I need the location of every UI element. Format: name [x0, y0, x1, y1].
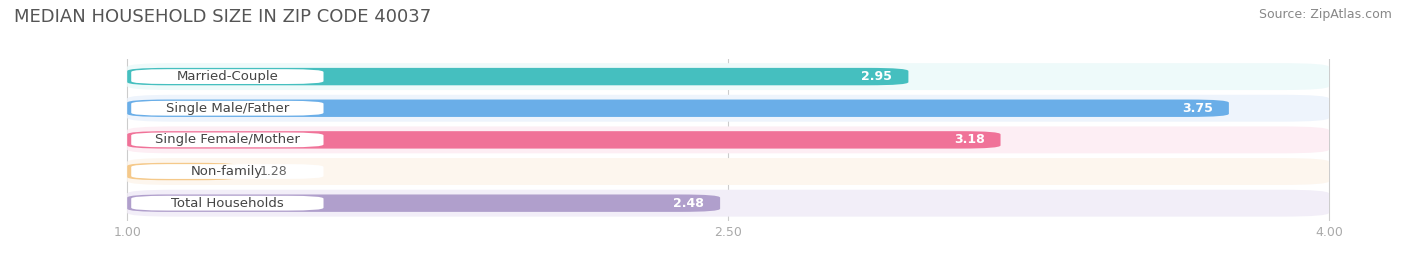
FancyBboxPatch shape [127, 158, 1329, 185]
FancyBboxPatch shape [127, 190, 1329, 217]
FancyBboxPatch shape [131, 69, 323, 84]
FancyBboxPatch shape [131, 101, 323, 116]
Text: Total Households: Total Households [172, 197, 284, 210]
FancyBboxPatch shape [127, 95, 1329, 122]
FancyBboxPatch shape [127, 100, 1229, 117]
Text: Single Male/Father: Single Male/Father [166, 102, 290, 115]
FancyBboxPatch shape [131, 164, 323, 179]
Text: Non-family: Non-family [191, 165, 263, 178]
Text: 3.75: 3.75 [1182, 102, 1213, 115]
FancyBboxPatch shape [127, 163, 239, 180]
Text: 2.48: 2.48 [673, 197, 704, 210]
Text: 2.95: 2.95 [862, 70, 893, 83]
Text: MEDIAN HOUSEHOLD SIZE IN ZIP CODE 40037: MEDIAN HOUSEHOLD SIZE IN ZIP CODE 40037 [14, 8, 432, 26]
Text: 1.28: 1.28 [260, 165, 287, 178]
FancyBboxPatch shape [131, 133, 323, 147]
FancyBboxPatch shape [127, 131, 1001, 148]
FancyBboxPatch shape [127, 68, 908, 85]
FancyBboxPatch shape [127, 194, 720, 212]
FancyBboxPatch shape [127, 126, 1329, 153]
Text: Single Female/Mother: Single Female/Mother [155, 133, 299, 146]
Text: Married-Couple: Married-Couple [176, 70, 278, 83]
FancyBboxPatch shape [131, 196, 323, 211]
Text: 3.18: 3.18 [953, 133, 984, 146]
Text: Source: ZipAtlas.com: Source: ZipAtlas.com [1258, 8, 1392, 21]
FancyBboxPatch shape [127, 63, 1329, 90]
